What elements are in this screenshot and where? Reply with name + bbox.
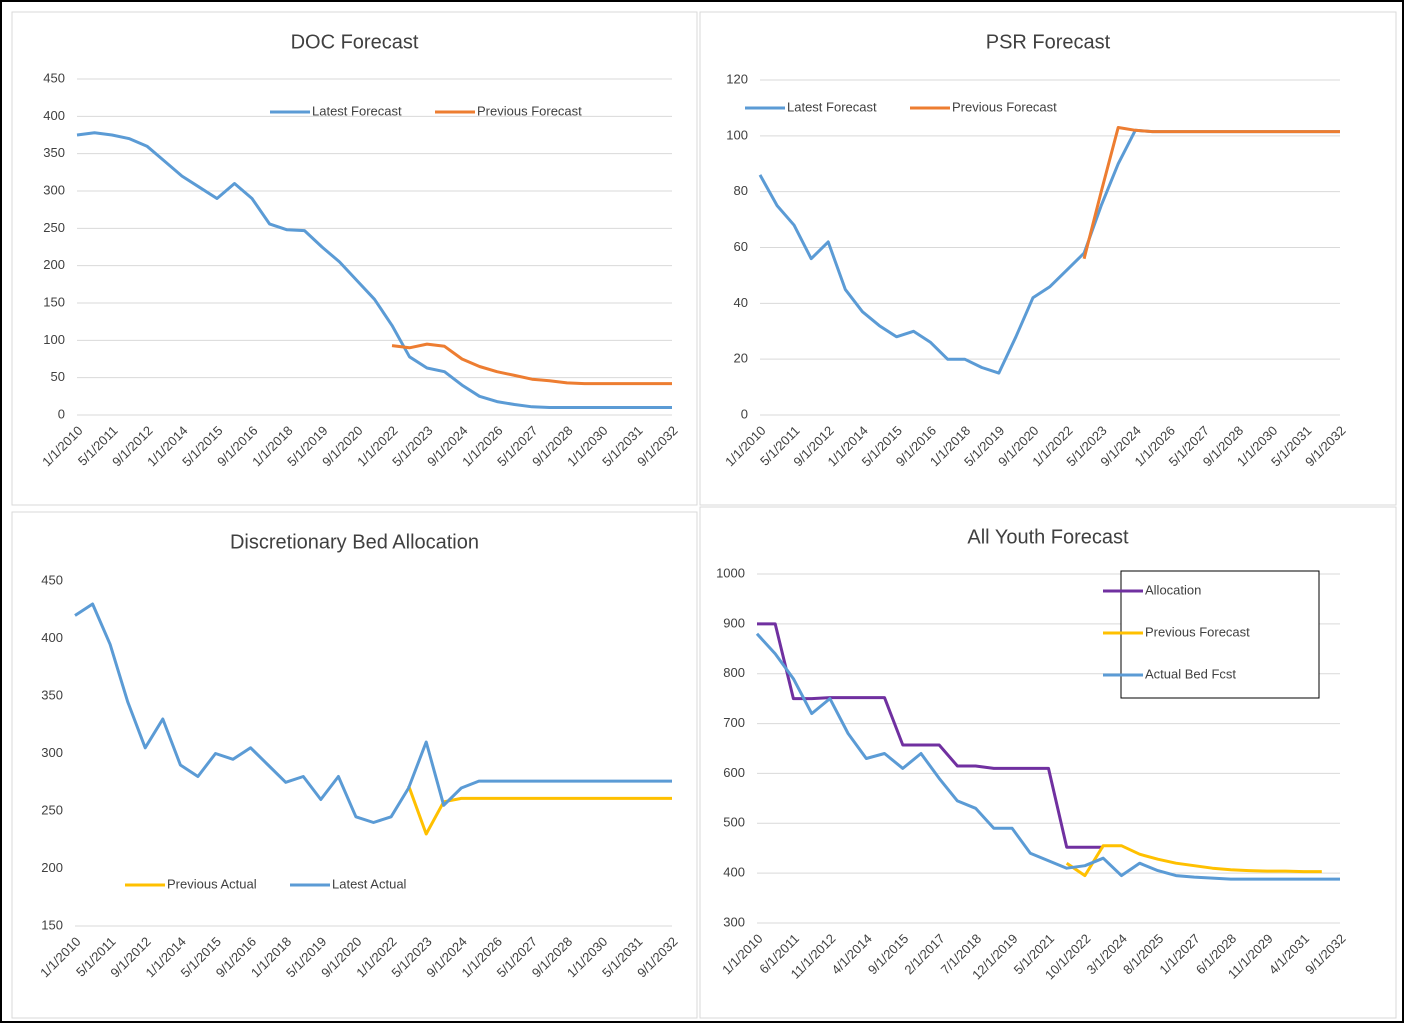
y-tick-label: 1000 bbox=[716, 565, 745, 580]
legend-label: Latest Forecast bbox=[312, 103, 402, 118]
panel bbox=[11, 11, 698, 506]
panel bbox=[11, 511, 698, 1019]
legend-label: Previous Actual bbox=[167, 876, 257, 891]
y-tick-label: 900 bbox=[723, 615, 745, 630]
chart-title: All Youth Forecast bbox=[967, 526, 1129, 548]
y-tick-label: 250 bbox=[41, 802, 63, 817]
chart-title: DOC Forecast bbox=[291, 31, 419, 53]
legend-label: Previous Forecast bbox=[1145, 624, 1250, 639]
legend-label: Latest Forecast bbox=[787, 99, 877, 114]
y-tick-label: 300 bbox=[43, 182, 65, 197]
legend-label: Allocation bbox=[1145, 582, 1201, 597]
y-tick-label: 450 bbox=[43, 70, 65, 85]
y-tick-label: 50 bbox=[51, 369, 65, 384]
series-line bbox=[755, 632, 1340, 881]
y-tick-label: 200 bbox=[43, 257, 65, 272]
y-tick-label: 600 bbox=[723, 765, 745, 780]
y-tick-label: 200 bbox=[41, 860, 63, 875]
series-line bbox=[74, 602, 672, 824]
y-tick-label: 400 bbox=[43, 108, 65, 123]
y-tick-label: 100 bbox=[726, 127, 748, 142]
y-tick-label: 120 bbox=[726, 71, 748, 86]
legend-label: Previous Forecast bbox=[477, 103, 582, 118]
y-tick-label: 60 bbox=[734, 239, 748, 254]
y-tick-label: 400 bbox=[41, 630, 63, 645]
series-line bbox=[1082, 126, 1340, 260]
y-tick-label: 250 bbox=[43, 220, 65, 235]
y-tick-label: 150 bbox=[41, 917, 63, 932]
y-tick-label: 700 bbox=[723, 715, 745, 730]
chart-title: PSR Forecast bbox=[986, 31, 1111, 53]
y-tick-label: 500 bbox=[723, 815, 745, 830]
series-line bbox=[407, 785, 672, 836]
legend-box bbox=[1120, 570, 1320, 699]
y-tick-label: 350 bbox=[43, 145, 65, 160]
y-tick-label: 450 bbox=[41, 572, 63, 587]
y-tick-label: 0 bbox=[741, 406, 748, 421]
legend-label: Latest Actual bbox=[332, 876, 407, 891]
y-tick-label: 100 bbox=[43, 332, 65, 347]
y-tick-label: 40 bbox=[734, 295, 748, 310]
y-tick-label: 300 bbox=[723, 914, 745, 929]
y-tick-label: 350 bbox=[41, 687, 63, 702]
y-tick-label: 400 bbox=[723, 865, 745, 880]
chart-title: Discretionary Bed Allocation bbox=[230, 531, 479, 553]
panel bbox=[699, 11, 1397, 506]
y-tick-label: 0 bbox=[58, 406, 65, 421]
series-line bbox=[391, 342, 672, 386]
series-line bbox=[76, 131, 672, 409]
y-tick-label: 150 bbox=[43, 294, 65, 309]
series-line bbox=[1065, 844, 1322, 878]
y-tick-label: 80 bbox=[734, 183, 748, 198]
y-tick-label: 20 bbox=[734, 351, 748, 366]
y-tick-label: 800 bbox=[723, 665, 745, 680]
series-line bbox=[757, 622, 1104, 849]
legend-label: Previous Forecast bbox=[952, 99, 1057, 114]
y-tick-label: 300 bbox=[41, 745, 63, 760]
legend-label: Actual Bed Fcst bbox=[1145, 666, 1236, 681]
